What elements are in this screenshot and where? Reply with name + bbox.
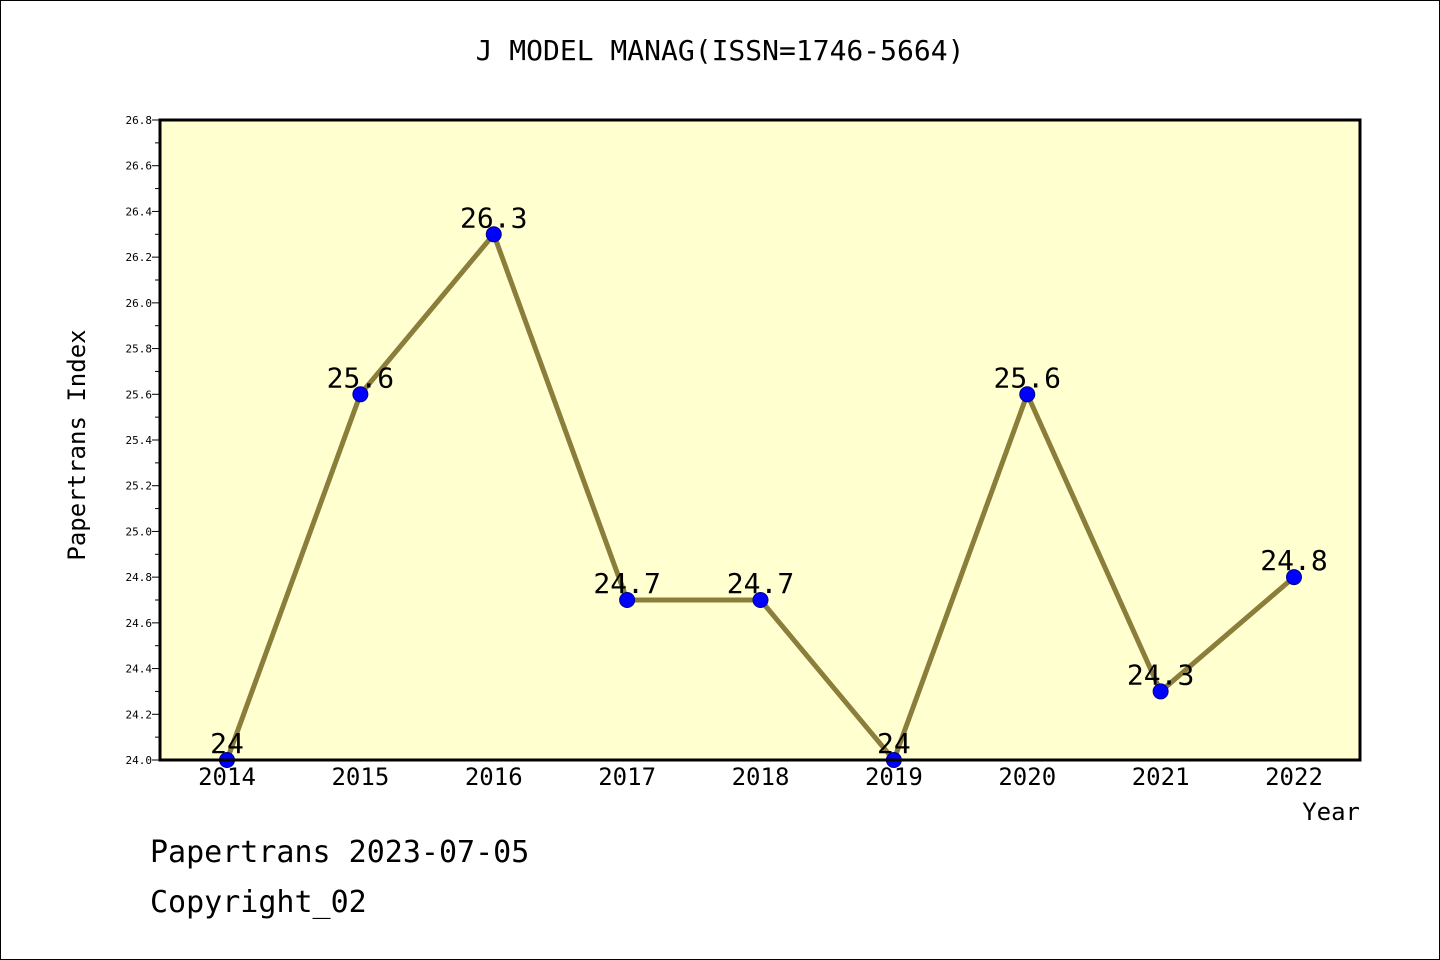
data-label: 25.6 xyxy=(994,361,1061,394)
y-tick-label: 24.8 xyxy=(126,571,153,584)
data-point xyxy=(352,386,369,403)
data-point xyxy=(1152,683,1169,700)
data-label: 24.8 xyxy=(1260,544,1327,577)
footer-copyright: Copyright_02 xyxy=(150,885,367,920)
data-label: 25.6 xyxy=(327,361,394,394)
y-axis-label: Papertrans Index xyxy=(63,329,91,560)
x-tick-label: 2022 xyxy=(1265,763,1323,791)
data-point xyxy=(619,592,636,608)
x-axis-ticks: 2014 2015 2016 2017 2018 2019 2020 2021 2022 xyxy=(198,763,1323,791)
x-tick-label: 2018 xyxy=(732,763,790,791)
data-label: 24 xyxy=(210,727,244,760)
data-label: 26.3 xyxy=(460,201,527,234)
y-tick-label: 24.4 xyxy=(126,663,153,676)
data-point xyxy=(485,226,502,243)
data-labels: 24 25.6 26.3 24.7 24.7 24 25.6 24.3 24.8 xyxy=(210,201,1328,760)
x-tick-label: 2015 xyxy=(331,763,389,791)
y-tick-label: 26.8 xyxy=(126,114,153,127)
data-label: 24.7 xyxy=(727,567,794,600)
x-tick-label: 2021 xyxy=(1132,763,1190,791)
data-label: 24 xyxy=(877,727,911,760)
plot-area xyxy=(160,120,1360,760)
series-markers xyxy=(219,226,1302,768)
y-tick-label: 25.2 xyxy=(126,480,153,493)
y-axis-ticks: 24.0 24.2 24.4 24.6 24.8 25.0 25.2 25.4 25.6 25.8… xyxy=(126,114,160,767)
y-tick-label: 24.0 xyxy=(126,754,153,767)
y-tick-label: 26.0 xyxy=(126,297,153,310)
data-point xyxy=(1286,569,1302,586)
data-point xyxy=(1019,386,1036,403)
data-label: 24.7 xyxy=(593,567,660,600)
x-tick-label: 2016 xyxy=(465,763,523,791)
y-tick-label: 26.6 xyxy=(126,160,153,173)
y-tick-label: 25.8 xyxy=(126,343,153,356)
chart-title: J MODEL MANAG(ISSN=1746-5664) xyxy=(475,34,965,67)
y-tick-label: 26.4 xyxy=(126,205,153,218)
footer-date: Papertrans 2023-07-05 xyxy=(150,835,530,870)
y-tick-label: 25.4 xyxy=(126,434,153,447)
data-label: 24.3 xyxy=(1127,658,1194,691)
data-point xyxy=(752,592,769,608)
y-tick-label: 26.2 xyxy=(126,251,153,264)
y-tick-label: 24.2 xyxy=(126,708,153,721)
y-tick-label: 24.6 xyxy=(126,617,153,630)
x-tick-label: 2017 xyxy=(598,763,656,791)
x-tick-label: 2020 xyxy=(998,763,1056,791)
y-tick-label: 25.0 xyxy=(126,525,153,538)
x-axis-label: Year xyxy=(1302,798,1360,826)
y-tick-label: 25.6 xyxy=(126,388,153,401)
plot-border xyxy=(158,118,1362,762)
